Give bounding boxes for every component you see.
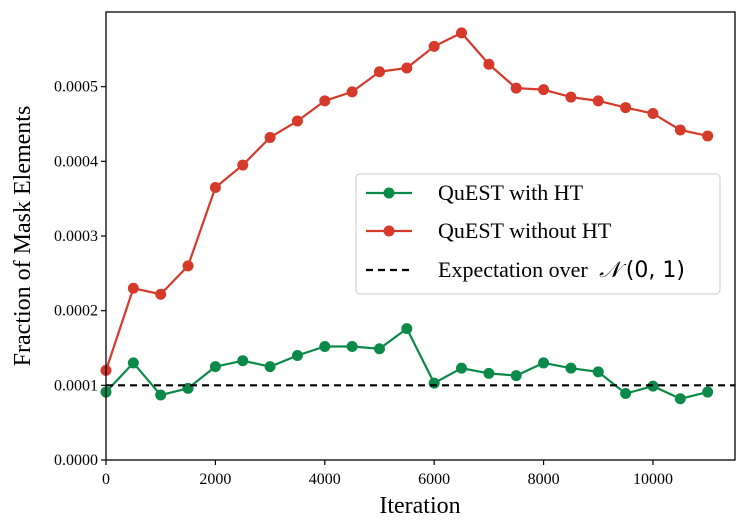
data-point-quest-with-ht — [319, 341, 331, 353]
legend: QuEST with HT QuEST without HT Expectati… — [355, 173, 721, 295]
data-point-quest-with-ht — [237, 355, 249, 367]
x-tick-label: 10000 — [633, 471, 673, 488]
normal-distribution-symbol: 𝒩 — [599, 258, 627, 283]
legend-marker-quest-without-ht — [383, 225, 395, 237]
data-point-quest-with-ht — [456, 362, 468, 374]
data-point-quest-with-ht — [291, 349, 303, 361]
legend-expectation-text: Expectation over — [438, 257, 588, 282]
legend-label-expectation: Expectation over 𝒩 (0, 1) — [438, 257, 685, 283]
axis-ticks: 0 2000 4000 6000 8000 10000 0.0000 0.0001 0.0002… — [54, 79, 673, 488]
data-point-quest-with-ht — [155, 389, 167, 401]
normal-distribution-args: (0, 1) — [626, 258, 685, 283]
x-tick-label: 8000 — [528, 471, 560, 488]
data-point-quest-with-ht — [209, 361, 221, 373]
data-point-quest-with-ht — [428, 377, 440, 389]
data-point-quest-with-ht — [127, 357, 139, 369]
data-point-quest-without-ht — [620, 102, 632, 114]
data-point-quest-without-ht — [538, 84, 550, 96]
data-point-quest-without-ht — [456, 27, 468, 39]
data-point-quest-without-ht — [319, 95, 331, 107]
data-point-quest-with-ht — [620, 388, 632, 400]
data-point-quest-without-ht — [592, 95, 604, 107]
x-tick-label: 0 — [102, 471, 110, 488]
y-tick-label: 0.0003 — [54, 228, 98, 245]
data-point-quest-without-ht — [346, 86, 358, 98]
legend-label-quest-with-ht: QuEST with HT — [438, 180, 584, 205]
data-point-quest-with-ht — [401, 323, 413, 335]
data-point-quest-with-ht — [674, 393, 686, 405]
data-point-quest-without-ht — [155, 288, 167, 300]
data-point-quest-without-ht — [209, 181, 221, 193]
data-point-quest-without-ht — [127, 282, 139, 294]
data-point-quest-without-ht — [510, 82, 522, 94]
data-point-quest-without-ht — [428, 40, 440, 52]
data-point-quest-with-ht — [510, 370, 522, 382]
x-tick-label: 2000 — [199, 471, 231, 488]
data-point-quest-without-ht — [674, 124, 686, 136]
plot-area — [100, 27, 735, 405]
data-point-quest-without-ht — [483, 58, 495, 70]
x-axis-label: Iteration — [379, 493, 460, 519]
data-point-quest-without-ht — [702, 130, 714, 142]
data-point-quest-with-ht — [538, 357, 550, 369]
legend-marker-quest-with-ht — [383, 187, 395, 199]
data-point-quest-with-ht — [346, 341, 358, 353]
y-axis-label: Fraction of Mask Elements — [10, 106, 36, 367]
data-point-quest-without-ht — [237, 159, 249, 171]
data-point-quest-with-ht — [702, 386, 714, 398]
plot-frame — [105, 11, 736, 461]
data-point-quest-without-ht — [182, 260, 194, 272]
data-point-quest-with-ht — [592, 366, 604, 378]
data-point-quest-with-ht — [373, 343, 385, 355]
data-point-quest-without-ht — [291, 115, 303, 127]
x-tick-label: 4000 — [309, 471, 341, 488]
y-tick-label: 0.0002 — [54, 303, 98, 320]
data-point-quest-without-ht — [373, 66, 385, 78]
data-point-quest-without-ht — [647, 108, 659, 120]
legend-label-quest-without-ht: QuEST without HT — [438, 218, 612, 243]
data-point-quest-with-ht — [483, 367, 495, 379]
x-tick-label: 6000 — [418, 471, 450, 488]
data-point-quest-without-ht — [565, 91, 577, 103]
legend-box — [355, 173, 721, 295]
data-point-quest-without-ht — [264, 131, 276, 143]
data-point-quest-with-ht — [264, 361, 276, 373]
data-point-quest-without-ht — [401, 62, 413, 74]
y-tick-label: 0.0005 — [54, 79, 98, 96]
series-line-quest-with-ht — [105, 327, 708, 400]
y-tick-label: 0.0004 — [54, 153, 98, 170]
y-tick-label: 0.0001 — [54, 377, 98, 394]
data-point-quest-with-ht — [565, 362, 577, 374]
y-tick-label: 0.0000 — [54, 452, 98, 469]
